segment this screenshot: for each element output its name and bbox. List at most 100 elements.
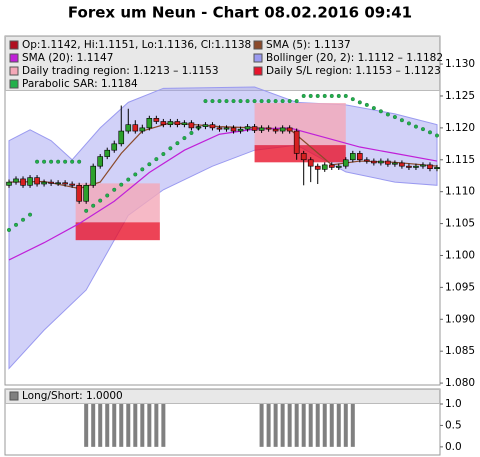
candle-body: [251, 126, 258, 131]
y-tick-label: 1.130: [445, 58, 475, 70]
sar-dot: [28, 212, 33, 217]
legend-swatch: [9, 391, 19, 401]
indicator-line: [8, 122, 438, 190]
legend-swatch: [253, 53, 263, 63]
y-tick-label: 1.115: [445, 154, 475, 166]
sar-dot: [49, 159, 54, 164]
region-box: [254, 145, 346, 163]
candle-body: [104, 149, 111, 157]
candle-body: [399, 162, 405, 167]
sar-dot: [413, 124, 418, 129]
bar: [301, 404, 306, 447]
sar-dot: [357, 100, 362, 105]
sar-dot: [364, 102, 369, 107]
candle-body: [27, 177, 33, 186]
bar: [287, 404, 292, 447]
candle-body: [139, 127, 146, 132]
sar-dot: [14, 222, 19, 227]
candle-body: [371, 160, 377, 164]
sar-dot: [70, 159, 75, 164]
bar: [98, 404, 103, 447]
candle-body: [364, 159, 370, 162]
candle-body: [342, 159, 349, 167]
y-tick-label: 1.120: [445, 122, 475, 134]
candle-body: [378, 160, 384, 164]
bar: [147, 404, 152, 447]
sar-dot: [308, 93, 313, 98]
sar-dot: [161, 152, 166, 157]
candle-body: [97, 156, 104, 167]
candle-body: [6, 181, 12, 186]
region-box: [75, 183, 160, 223]
sar-dot: [350, 97, 355, 102]
y-tick-label: 1.080: [445, 377, 475, 389]
legend-label: Bollinger (20, 2): 1.1112 – 1.1182: [266, 52, 443, 64]
sar-dot: [435, 133, 440, 138]
y-tick-label: 1.085: [445, 345, 475, 357]
sar-dot: [420, 127, 425, 132]
candle-body: [420, 164, 426, 167]
candle-body: [111, 143, 118, 151]
sar-dot: [168, 146, 173, 151]
candle-body: [62, 182, 68, 185]
sar-dot: [273, 99, 278, 104]
bar: [343, 404, 348, 447]
legend-label: Daily S/L region: 1.1153 – 1.1123: [266, 65, 441, 77]
sar-dot: [154, 157, 159, 162]
sar-dot: [42, 159, 47, 164]
sar-dot: [252, 99, 257, 104]
candle-body: [272, 128, 279, 132]
sar-dot: [371, 106, 376, 111]
sar-dot: [427, 130, 432, 135]
sar-dot: [329, 93, 334, 98]
bar: [273, 404, 278, 447]
sar-dot: [77, 159, 82, 164]
sar-dot: [385, 112, 390, 117]
y-tick-label: 1.110: [445, 186, 475, 198]
bar: [84, 404, 89, 447]
candle-body: [258, 127, 265, 131]
candle-body: [153, 118, 160, 122]
legend-swatch: [253, 66, 263, 76]
sar-dot: [266, 99, 271, 104]
candle-body: [385, 160, 391, 165]
candle-body: [406, 165, 412, 168]
sar-dot: [259, 99, 264, 104]
bar: [336, 404, 341, 447]
candle-body: [195, 126, 202, 129]
legend-label: Long/Short: 1.0000: [22, 390, 123, 402]
candle-body: [188, 122, 195, 129]
sar-dot: [210, 99, 215, 104]
sar-dot: [84, 208, 89, 213]
sar-dot: [21, 217, 26, 222]
sar-dot: [203, 99, 208, 104]
candle-body: [293, 130, 300, 154]
bar: [126, 404, 131, 447]
sar-dot: [406, 121, 411, 126]
y-tick-label: 0.5: [445, 419, 462, 431]
sar-dot: [238, 99, 243, 104]
y-tick-label: 0.0: [445, 441, 462, 453]
candle-body: [13, 178, 19, 183]
candle-body: [118, 130, 125, 145]
candle-body: [279, 127, 286, 132]
legend-label: Op:1.1142, Hi:1.1151, Lo:1.1136, Cl:1.11…: [22, 39, 251, 51]
legend-swatch: [9, 66, 19, 76]
chart-title: Forex um Neun - Chart 08.02.2016 09:41: [68, 4, 412, 22]
bar: [91, 404, 96, 447]
bar: [350, 404, 355, 447]
sar-dot: [224, 99, 229, 104]
bar: [329, 404, 334, 447]
candle-body: [223, 127, 230, 130]
bar: [154, 404, 159, 447]
candle-body: [181, 122, 188, 125]
sar-dot: [392, 115, 397, 120]
candle-body: [314, 165, 321, 170]
candle-body: [209, 124, 216, 129]
sar-dot: [112, 187, 117, 192]
sar-dot: [126, 177, 131, 182]
sar-dot: [189, 130, 194, 135]
legend-swatch: [253, 40, 263, 50]
y-tick-label: 1.105: [445, 218, 475, 230]
